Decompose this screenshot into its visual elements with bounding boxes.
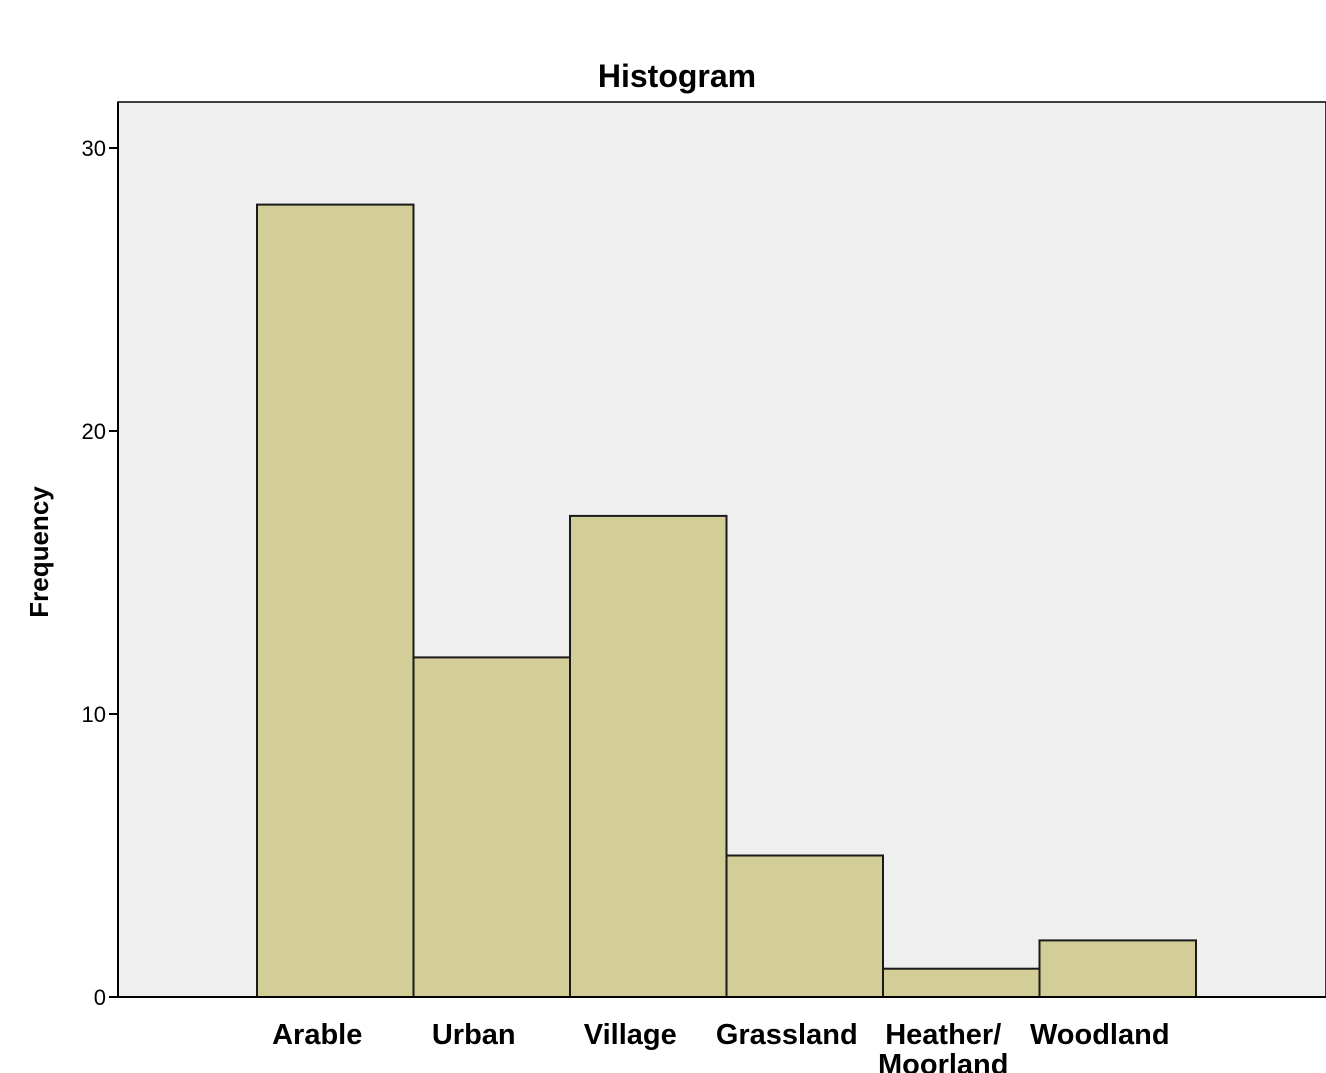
x-tick-labels-group: Arable Urban Village Grassland Heather/Moorl… [272, 1019, 1169, 1073]
x-tick-label-village: Village [584, 1019, 677, 1051]
bar-village [569, 514, 728, 999]
x-tick-label-woodland: Woodland [1030, 1019, 1170, 1051]
bars-group [256, 203, 1197, 999]
bar-arable [256, 203, 415, 999]
x-tick-label-grassland: Grassland [716, 1019, 858, 1051]
x-tick-label-urban: Urban [432, 1019, 516, 1051]
bar-grassland [725, 854, 884, 998]
bar-urban [412, 656, 571, 999]
y-axis-label: Frequency [24, 486, 54, 618]
y-tick-label-0: 0 [94, 985, 106, 1010]
chart-title: Histogram [598, 58, 756, 94]
x-tick-label-arable: Arable [272, 1019, 362, 1051]
y-tick-label-10: 10 [82, 702, 106, 727]
y-tick-label-20: 20 [82, 419, 106, 444]
y-ticks-group: 0 10 20 30 [82, 136, 118, 1010]
bar-woodland [1038, 939, 1197, 999]
x-tick-label-heather-moorland: Heather/Moorland [878, 1019, 1009, 1073]
y-tick-label-30: 30 [82, 136, 106, 161]
bar-heather-moorland [882, 967, 1041, 999]
